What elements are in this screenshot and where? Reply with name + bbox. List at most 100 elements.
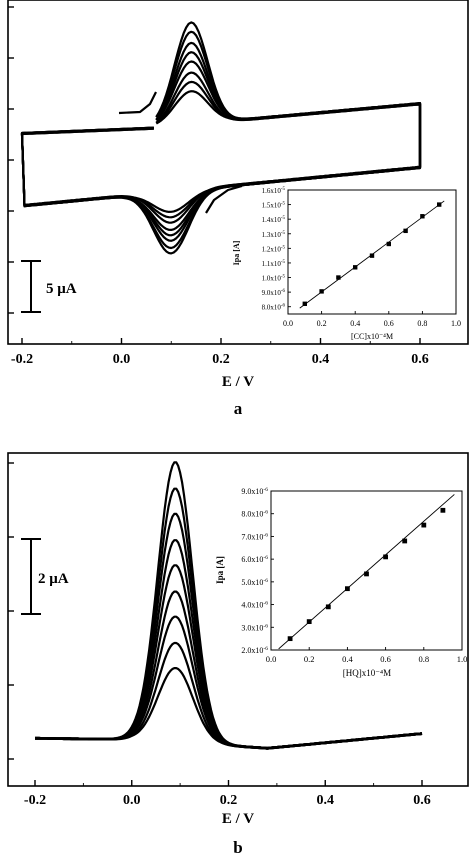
panel-a-x-axis-label: E / V (222, 374, 254, 390)
panel-b-inset-ticks: 0.0 0.2 0.4 0.6 0.8 1.0 2.0x10-6 3.0x10-6 4.0x10… (241, 487, 467, 664)
panel-a-inset-y-tick-exponent: -5 (281, 260, 286, 265)
panel-a-inset-point (386, 241, 391, 247)
panel-a-inset-point (403, 228, 408, 234)
panel-a-curves (20, 21, 422, 255)
panel-a-scale-bar: 5 μA (21, 260, 77, 313)
panel-b-inset-y-tick-exponent: -6 (263, 532, 268, 538)
panel-a-inset-point (319, 289, 324, 294)
panel-a-x-tick-label: -0.2 (11, 352, 33, 367)
panel-a-inset-x-tick-label: 0.6 (384, 319, 394, 328)
panel-a-inset-ticks: 0.0 0.2 0.4 0.6 0.8 1.0 8.0x10-6 9.0x10-6 1.0x10… (262, 187, 461, 328)
panel-a-inset-y-tick-label: 1.6x10-5 (262, 187, 286, 195)
panel-a-inset-x-tick-label: 0.4 (350, 319, 360, 328)
panel-a-inset-y-tick-exponent: -5 (281, 275, 286, 280)
panel-a-inset-point (302, 301, 307, 306)
panel-a-label: a (234, 399, 243, 418)
panel-a-x-tick-label: 0.6 (411, 352, 429, 367)
panel-a-inset-point (437, 202, 442, 207)
panel-a-start-hook (118, 91, 157, 115)
panel-b-inset-y-tick-exponent: -6 (263, 555, 268, 561)
panel-a-inset-x-label: [CC]x10⁻⁴M (351, 332, 393, 341)
panel-a-inset-frame (287, 189, 457, 315)
panel-b-inset-point (383, 554, 388, 560)
panel-b-curves (35, 461, 423, 750)
panel-a-inset-y-tick-exponent: -5 (281, 187, 286, 192)
panel-b-inset-x-tick-label: 0.6 (380, 654, 391, 664)
panel-b-inset-x-tick-label: 0.2 (304, 654, 315, 664)
panel-b-inset-x-tick-label: 0.0 (266, 654, 277, 664)
panel-b-dpv-curve (35, 641, 423, 750)
panel-b-chart: -0.2 0.0 0.2 0.4 0.6 2 μA E / V b 0.0 0.2 0.4 0… (7, 452, 469, 857)
panel-b-inset-frame (270, 490, 463, 651)
panel-b-inset-y-tick-label: 6.0x10-6 (241, 555, 268, 564)
panel-a-x-ticks: -0.2 0.0 0.2 0.4 0.6 (11, 338, 429, 367)
panel-a-x-tick-label: 0.2 (212, 352, 230, 367)
panel-b-inset-point (345, 586, 350, 592)
panel-b-inset-point (364, 571, 369, 577)
panel-a-inset-point (420, 214, 425, 219)
panel-a-inset-point (353, 265, 358, 270)
panel-b-x-tick-label: 0.2 (220, 793, 238, 808)
panel-b-inset-x-label: [HQ]x10⁻⁴M (343, 668, 391, 678)
panel-a-inset-y-tick-exponent: -5 (281, 202, 286, 207)
panel-a-plot-frame (7, 0, 469, 345)
panel-a-inset-y-tick-label: 1.1x10-5 (262, 260, 286, 268)
panel-a-inset-y-tick-label: 1.5x10-5 (262, 202, 286, 210)
panel-b-inset-marks (278, 494, 455, 650)
panel-b-inset-x-tick-label: 1.0 (457, 654, 468, 664)
panel-b-x-axis-label: E / V (222, 811, 254, 827)
panel-b-x-ticks: -0.2 0.0 0.2 0.4 0.6 (24, 780, 431, 808)
panel-a-inset-y-tick-label: 1.4x10-5 (262, 216, 286, 224)
panel-a-inset-y-tick-label: 1.0x10-5 (262, 275, 286, 283)
panel-a-inset-point (369, 253, 375, 258)
panel-a-inset-y-tick-exponent: -5 (281, 216, 286, 221)
panel-b-inset-y-tick-exponent: -6 (263, 646, 268, 652)
panel-b-inset-y-label: Ipa [A] (215, 556, 225, 584)
panel-a-inset-y-tick-label: 1.2x10-5 (262, 245, 286, 253)
panel-b-inset-point (287, 636, 293, 642)
panel-a-inset-y-tick-exponent: -5 (281, 231, 286, 236)
panel-a-inset-marks (299, 200, 445, 309)
panel-b-dpv-curve (35, 461, 423, 750)
panel-a-x-tick-label: 0.0 (113, 352, 131, 367)
panel-b-inset-y-tick-label: 5.0x10-6 (241, 578, 268, 587)
panel-a-inset-x-tick-label: 0.2 (317, 319, 327, 328)
panel-b-inset-point (421, 522, 427, 528)
panel-b-inset-y-tick-label: 2.0x10-6 (241, 646, 268, 655)
panel-b-x-tick-label: -0.2 (24, 793, 46, 808)
panel-a-inset-y-tick-label: 1.3x10-5 (262, 231, 286, 239)
panel-b-y-ticks (8, 462, 14, 760)
panel-a-inset-y-tick-exponent: -5 (281, 245, 286, 250)
panel-a-inset-x-tick-label: 1.0 (451, 319, 461, 328)
panel-b-scale-bar: 2 μA (21, 538, 69, 615)
panel-b-inset-y-tick-label: 9.0x10-6 (241, 487, 268, 496)
panel-a-scale-bar-label: 5 μA (46, 281, 77, 297)
panel-b-inset-point (306, 619, 312, 625)
panel-b-dpv-curve (35, 667, 423, 750)
panel-b-inset-point (440, 507, 446, 513)
panel-b-inset-y-tick-exponent: -6 (263, 510, 268, 516)
panel-b-inset-x-tick-label: 0.4 (342, 654, 353, 664)
panel-b-inset-y-tick-label: 7.0x10-6 (241, 532, 268, 541)
panel-b-inset-y-tick-exponent: -6 (263, 578, 268, 584)
panel-a-inset-y-label: Ipa [A] (232, 240, 241, 265)
panel-b-inset-y-tick-exponent: -6 (263, 601, 268, 607)
panel-a-inset-point (336, 275, 341, 280)
panel-a-inset-y-tick-exponent: -6 (281, 304, 286, 309)
panel-b-inset-y-tick-label: 8.0x10-6 (241, 510, 268, 519)
panel-b-x-tick-label: 0.6 (413, 793, 431, 808)
panel-b-inset-y-tick-exponent: -6 (263, 487, 268, 493)
panel-b-x-tick-label: 0.4 (317, 793, 335, 808)
panel-b-inset-y-tick-exponent: -6 (263, 623, 268, 629)
panel-b-inset-x-tick-label: 0.8 (418, 654, 429, 664)
panel-a-inset-x-tick-label: 0.0 (283, 319, 293, 328)
panel-b-inset-point (402, 538, 408, 544)
panel-b-label: b (233, 838, 242, 857)
panel-a-x-tick-label: 0.4 (312, 352, 330, 367)
panel-b-inset-y-tick-label: 3.0x10-6 (241, 623, 268, 632)
panel-a-chart: -0.2 0.0 0.2 0.4 0.6 5 μA E / V a 0.0 0.2 0.4 0… (7, 0, 469, 418)
panel-b-scale-bar-label: 2 μA (38, 571, 69, 587)
panel-a-y-ticks (8, 6, 14, 314)
panel-a-inset-y-tick-label: 8.0x10-6 (262, 304, 286, 312)
